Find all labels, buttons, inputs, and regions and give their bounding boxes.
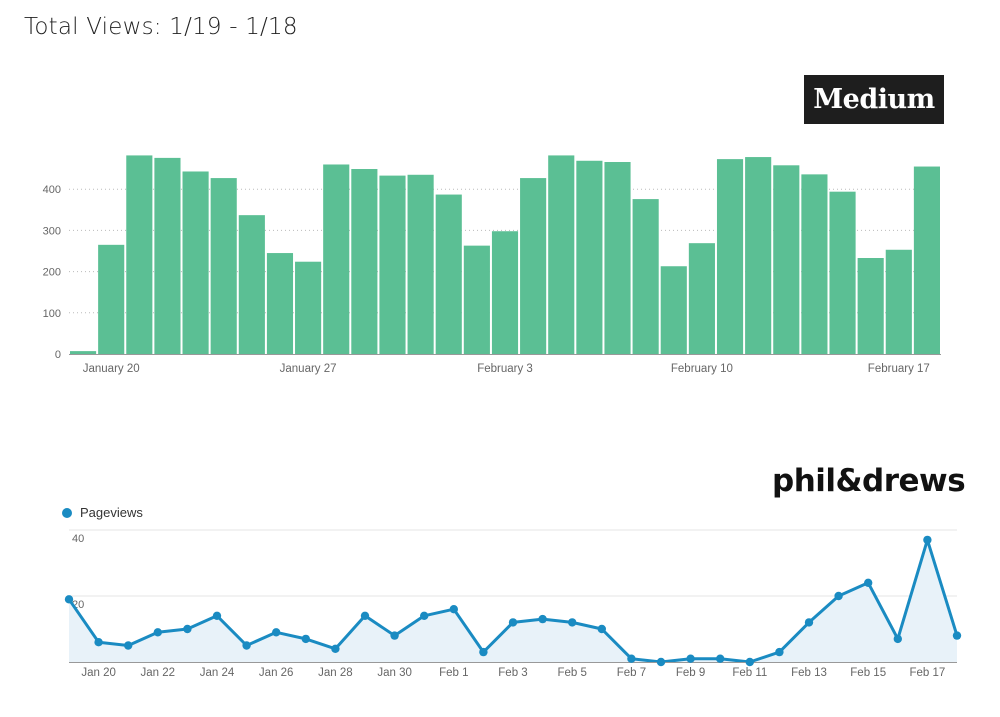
bar <box>407 174 434 354</box>
data-point <box>449 605 458 614</box>
bar <box>857 258 884 354</box>
legend-label: Pageviews <box>80 505 143 520</box>
data-point <box>242 641 251 650</box>
bar <box>126 155 153 354</box>
bar <box>351 169 378 354</box>
bar <box>182 171 209 354</box>
data-point <box>952 631 962 640</box>
data-point <box>716 654 725 663</box>
x-tick-label: Feb 15 <box>850 667 886 679</box>
data-point <box>360 611 370 620</box>
x-tick-label: Feb 5 <box>557 667 586 679</box>
data-point <box>331 644 340 653</box>
phil-drews-logo: phil&drews <box>772 463 966 499</box>
x-tick-label: Feb 3 <box>498 667 527 679</box>
y-tick-label: 400 <box>43 184 61 196</box>
data-point <box>479 647 488 657</box>
bar-chart: 0 100 200 300 400 January 20 January 27 Februar… <box>43 155 941 375</box>
bar <box>688 243 715 354</box>
data-point <box>272 628 281 637</box>
x-tick-label: Jan 30 <box>377 667 412 679</box>
bar <box>70 351 97 354</box>
x-tick-label: Jan 20 <box>81 667 116 679</box>
x-tick-label: Jan 26 <box>259 667 294 679</box>
x-tick-label: Feb 7 <box>617 667 646 679</box>
bar <box>295 261 322 354</box>
y-tick-label: 0 <box>55 349 61 361</box>
data-point <box>94 638 103 647</box>
bar <box>463 245 490 354</box>
data-point <box>804 618 814 627</box>
bar <box>210 178 237 354</box>
bar <box>801 174 828 354</box>
bar <box>379 175 406 354</box>
data-point <box>597 624 606 634</box>
x-tick-label: Feb 17 <box>909 667 945 679</box>
data-point <box>183 624 192 634</box>
x-tick-label: February 10 <box>671 363 733 375</box>
data-point <box>627 654 636 663</box>
data-point <box>834 591 843 601</box>
data-point <box>124 641 133 650</box>
data-point <box>864 578 873 587</box>
bar <box>98 244 125 354</box>
bar <box>913 166 940 354</box>
data-point <box>686 654 695 663</box>
bar <box>829 191 856 354</box>
data-point <box>153 628 162 637</box>
x-tick-label: Feb 11 <box>732 667 767 679</box>
data-point <box>64 595 74 604</box>
bar <box>238 215 265 354</box>
data-point <box>745 657 754 667</box>
area-fill <box>69 539 957 662</box>
legend-dot-icon <box>62 507 72 518</box>
data-point <box>420 611 429 620</box>
bar <box>520 178 547 354</box>
bar <box>266 253 294 354</box>
y-tick-label: 200 <box>43 267 61 279</box>
bar <box>323 164 350 354</box>
data-point <box>656 657 666 667</box>
x-tick-label: Jan 22 <box>141 667 176 679</box>
bar <box>745 157 772 354</box>
x-tick-label: Jan 24 <box>200 667 235 679</box>
bar <box>885 249 912 354</box>
medium-logo: Medium <box>804 75 944 124</box>
bar <box>154 157 181 354</box>
x-tick-label: January 27 <box>280 363 337 375</box>
bar <box>548 155 575 354</box>
data-point <box>390 631 399 640</box>
data-point <box>568 618 577 627</box>
page-title: Total Views: 1/19 - 1/18 <box>24 14 298 40</box>
y-tick-label: 300 <box>43 225 61 237</box>
data-point <box>538 614 547 624</box>
x-tick-label: Feb 13 <box>791 667 827 679</box>
data-point <box>508 618 518 627</box>
y-tick-label: 100 <box>43 308 61 320</box>
data-point <box>893 634 902 644</box>
x-tick-label: Feb 9 <box>676 667 705 679</box>
data-point <box>301 634 310 644</box>
bar <box>604 162 631 354</box>
data-point <box>923 535 932 545</box>
bar <box>660 266 687 354</box>
bar <box>576 160 603 354</box>
x-tick-label: January 20 <box>83 363 140 375</box>
data-point <box>775 647 784 657</box>
y-tick-label: 40 <box>72 533 84 545</box>
data-point <box>212 611 222 620</box>
bar <box>716 159 744 354</box>
x-tick-label: Feb 1 <box>439 667 468 679</box>
bar <box>773 165 800 354</box>
x-tick-label: Jan 28 <box>318 667 353 679</box>
bar <box>491 231 519 354</box>
bar <box>435 194 462 354</box>
chart-legend: Pageviews <box>62 505 143 520</box>
bar <box>632 199 659 354</box>
x-tick-label: February 3 <box>477 363 533 375</box>
x-tick-label: February 17 <box>868 363 930 375</box>
